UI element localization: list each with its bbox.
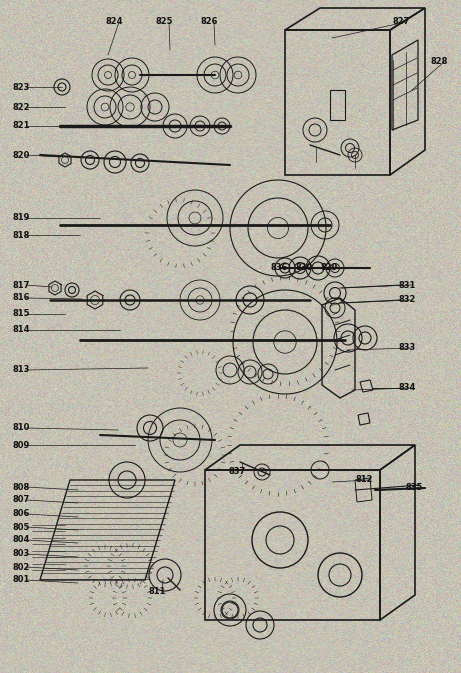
Text: 806: 806 [12,509,30,518]
Text: 801: 801 [12,575,30,584]
Text: 804: 804 [12,536,30,544]
Text: 815: 815 [12,310,30,318]
Text: 819: 819 [12,213,30,223]
Text: 802: 802 [12,563,30,571]
Text: 825: 825 [155,17,172,26]
Text: 837: 837 [228,468,245,476]
Text: 834: 834 [398,384,415,392]
Text: 824: 824 [105,17,123,26]
Text: 833: 833 [398,343,415,353]
Text: 803: 803 [12,549,29,559]
Text: 811: 811 [148,588,165,596]
Text: 823: 823 [12,83,30,92]
Text: 816: 816 [12,293,30,302]
Text: 829: 829 [320,264,337,273]
Text: 820: 820 [12,151,30,160]
Text: 808: 808 [12,483,29,491]
Text: 807: 807 [12,495,29,505]
Text: 814: 814 [12,326,30,334]
Text: 827: 827 [392,17,409,26]
Text: 832: 832 [398,295,415,304]
Text: 836: 836 [270,264,287,273]
Text: 821: 821 [12,122,30,131]
Text: 805: 805 [12,522,30,532]
Text: 831: 831 [398,281,415,289]
Text: 809: 809 [12,441,29,450]
Text: 828: 828 [430,57,447,67]
Text: 817: 817 [12,281,30,289]
Text: 826: 826 [200,17,218,26]
Text: 822: 822 [12,102,30,112]
Text: 818: 818 [12,230,30,240]
Text: 830: 830 [295,264,312,273]
Text: 810: 810 [12,423,30,433]
Text: 812: 812 [355,476,372,485]
Text: 813: 813 [12,365,30,374]
Text: 835: 835 [405,483,422,493]
